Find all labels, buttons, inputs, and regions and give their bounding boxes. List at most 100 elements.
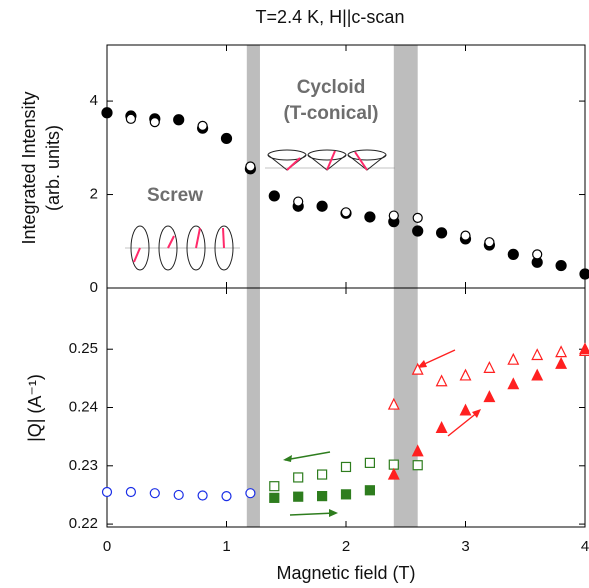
y-tick-label: 2 [90,186,98,203]
data-point [483,361,496,373]
cone-rim [307,149,347,161]
data-point [173,114,185,126]
data-point [435,374,448,387]
data-point [364,485,375,496]
y-axis-label: Integrated Intensity [19,91,39,244]
x-tick-label: 3 [461,538,469,555]
spin-ellipse [130,225,150,271]
y-axis-label: (arb. units) [43,125,63,211]
data-point [293,472,304,483]
data-point [412,460,423,471]
data-point [507,377,520,390]
spin-arrow [286,157,301,171]
spin-arrow [354,151,368,171]
transition-band [393,288,418,527]
arrow-up-sweep [447,411,479,437]
data-point [269,481,280,492]
data-point [555,259,567,272]
data-point [101,486,113,498]
data-point [340,461,352,473]
data-point [197,490,208,501]
data-point [388,210,399,221]
data-point [125,486,136,498]
spin-ellipse [214,225,234,271]
data-point [245,488,256,499]
x-axis-label: Magnetic field (T) [276,563,415,583]
annotation: (T-conical) [283,103,378,124]
spin-ellipse [186,225,206,271]
y-tick-label: 0.22 [69,515,98,532]
data-point [459,368,472,381]
spin-ellipse [158,225,178,271]
arrow-head [283,455,292,462]
data-point [149,488,160,499]
spin-arrow [195,227,201,249]
transition-band [246,288,260,527]
transition-band [393,45,418,288]
chart-title: T=2.4 K, H||c-scan [256,7,405,27]
spin-arrow [133,247,141,263]
data-point [197,120,208,131]
data-point [317,491,328,502]
sweep-arrows [283,349,481,517]
data-point [245,161,256,172]
data-point [364,457,375,468]
data-point [460,230,471,241]
data-point [220,132,233,145]
data-point [269,492,280,503]
data-point [173,489,184,501]
data-point [293,491,304,502]
data-point [411,444,424,457]
arrow-down-sweep [419,349,456,367]
data-point [531,348,544,361]
data-point [484,237,495,248]
annotation: Screw [147,185,203,206]
annotation: Cycloid [297,77,366,98]
data-point [387,467,400,480]
y-axis-label: |Q| (A⁻¹) [25,374,45,442]
conical-spins [265,149,395,171]
data-point [340,489,352,500]
data-point [435,421,448,434]
arrow-up-sweep [289,512,336,516]
arrow-head [472,409,481,418]
x-tick-label: 0 [103,538,111,555]
y-tick-label: 0.24 [69,398,98,415]
data-point [268,190,280,202]
data-point [412,212,423,224]
x-tick-label: 1 [222,538,230,555]
data-point [555,345,568,358]
arrow-head [417,360,427,368]
data-point [555,356,568,369]
data-point [459,403,472,416]
spin-arrow [326,150,336,171]
arrow-head [329,509,338,517]
arrow-down-sweep [284,451,331,461]
y-tick-label: 0 [90,279,98,296]
screw-spins [125,225,240,271]
data-point [483,390,496,403]
data-point [507,248,519,260]
data-point [436,227,448,239]
data-point [125,113,136,124]
data-point [316,200,328,212]
data-point [364,211,376,223]
data-point [532,249,543,260]
data-point [579,268,589,280]
data-point [412,225,424,237]
y-tick-label: 0.23 [69,457,98,474]
spin-arrow [222,227,225,249]
data-point [221,491,232,502]
data-point [387,397,400,410]
data-point [317,469,328,480]
data-point [579,342,589,355]
y-tick-label: 4 [90,92,98,109]
cone-rim [347,149,387,161]
y-tick-label: 0.25 [69,340,98,357]
data-point [507,352,520,365]
x-tick-label: 2 [342,538,350,555]
spin-arrow [167,235,175,249]
data-point [101,107,113,119]
data-point [293,196,304,207]
